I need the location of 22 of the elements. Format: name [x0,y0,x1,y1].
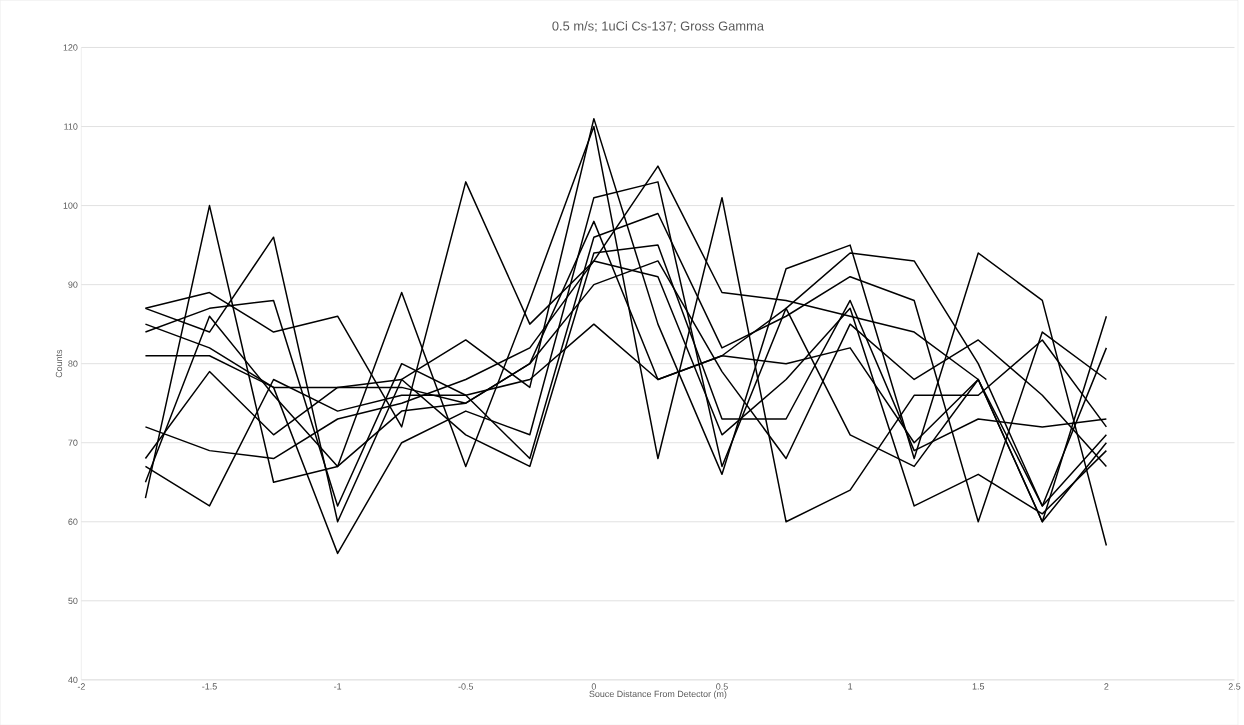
x-axis-title: Souce Distance From Detector (m) [589,690,727,699]
y-tick-label: 110 [64,123,78,130]
x-tick-label: -1 [334,683,342,690]
y-tick-label: 100 [63,202,78,209]
x-tick-label: 1 [848,683,853,690]
x-tick-label: -0.5 [458,683,474,690]
x-tick-label: -1.5 [202,683,217,690]
x-tick-label: 0.5 [716,683,728,690]
y-tick-label: 60 [68,518,78,525]
y-tick-label: 70 [68,439,78,446]
x-tick-label: 1.5 [972,683,985,690]
x-tick-label: 2.5 [1228,683,1241,690]
y-tick-label: 120 [63,44,78,51]
y-axis-title: Counts [55,349,63,378]
x-tick-label: -2 [77,683,85,690]
y-tick-label: 80 [68,360,78,367]
y-tick-label: 40 [68,676,78,683]
chart-title: 0.5 m/s; 1uCi Cs-137; Gross Gamma [552,20,764,32]
x-tick-label: 0 [591,683,597,690]
y-tick-label: 50 [68,597,78,604]
x-tick-label: 2 [1104,683,1109,690]
y-tick-label: 90 [68,281,78,288]
